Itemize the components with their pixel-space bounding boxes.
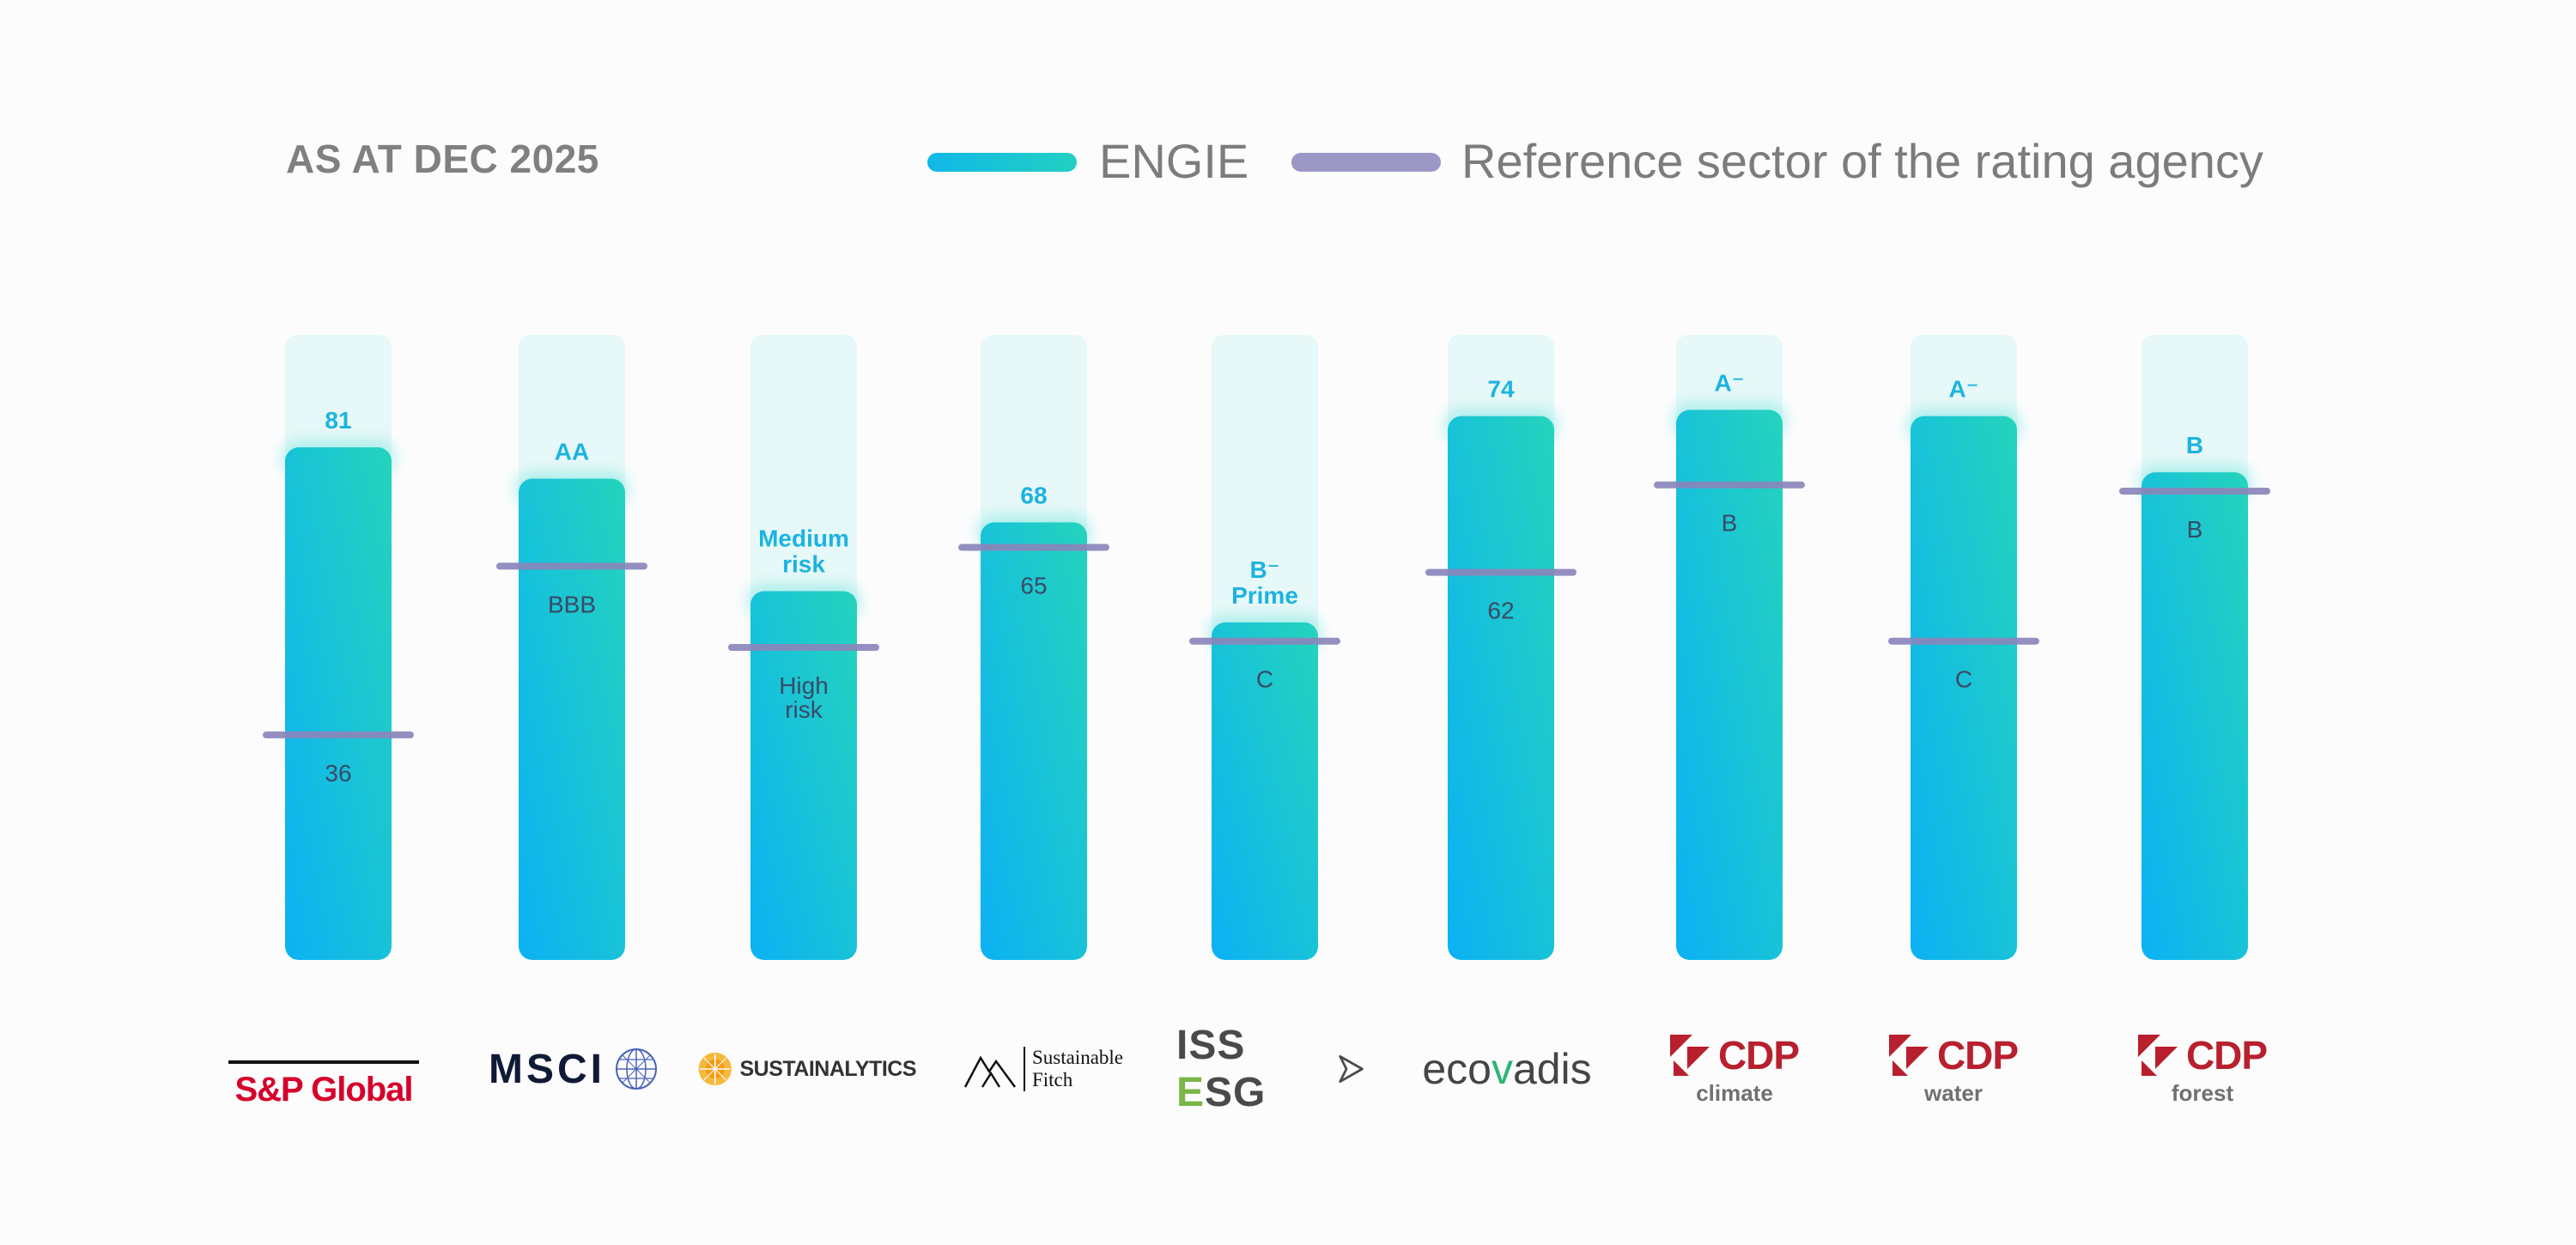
reference-label-cdp-water: C (1955, 666, 1972, 693)
engie-label-sustainalytics-2: risk (782, 550, 825, 577)
engie-label-sustainalytics-1: Medium (758, 525, 849, 551)
bar-engie-cdp-forest (2142, 472, 2248, 960)
reference-marker-sustainalytics (728, 644, 879, 651)
bar-engie-ecovadis (1448, 416, 1554, 960)
engie-label-msci: AA (555, 438, 589, 465)
reference-label-cdp-climate: B (1722, 510, 1738, 537)
cdp-triangles-icon (2137, 1034, 2178, 1076)
logo-sustainalytics: SUSTAINALYTICS (697, 1030, 916, 1108)
engie-label-ecovadis: 74 (1487, 376, 1515, 403)
iss-esg-text-c: SG (1205, 1070, 1267, 1115)
cdp-water-sub: water (1924, 1079, 1983, 1106)
engie-label-cdp-water: A⁻ (1949, 376, 1979, 403)
bar-engie-sustainable-fitch (981, 522, 1087, 960)
cdp-triangles-icon (1669, 1034, 1710, 1076)
fitch-text: Sustainable Fitch (1023, 1047, 1124, 1091)
logo-sp-global: S&P Global (225, 1046, 422, 1123)
engie-label-s-p-global: 81 (325, 407, 351, 434)
logo-iss-esg: ISS ESG (1176, 1023, 1365, 1115)
logo-sustainable-fitch: Sustainable Fitch (953, 1030, 1133, 1108)
cdp-water-text: CDP (1936, 1032, 2019, 1078)
globe-icon (616, 1048, 657, 1090)
bar-engie-msci (519, 478, 625, 960)
chart-title: AS AT DEC 2025 (286, 137, 599, 181)
sp-global-text: S&P Global (234, 1070, 413, 1108)
ecovadis-text-b: v (1491, 1045, 1513, 1093)
fitch-line-2: Fitch (1031, 1069, 1073, 1090)
bar-engie-s-p-global (285, 447, 392, 960)
bar-engie-iss-esg (1212, 622, 1318, 960)
reference-marker-iss-esg (1189, 637, 1340, 645)
cdp-forest-text: CDP (2185, 1032, 2268, 1078)
reference-label-sustainalytics-2: risk (785, 696, 823, 723)
mountain-icon (963, 1055, 1016, 1088)
arrow-play-icon (1339, 1054, 1364, 1084)
reference-marker-s-p-global (263, 731, 414, 738)
fitch-line-1: Sustainable (1031, 1047, 1124, 1068)
reference-label-sustainalytics-1: High (779, 672, 829, 699)
reference-marker-ecovadis (1425, 568, 1577, 576)
logo-cdp-forest: CDP forest (2121, 1030, 2284, 1108)
cdp-climate-text: CDP (1717, 1032, 1800, 1078)
cdp-triangles-icon (1888, 1034, 1929, 1076)
ecovadis-text-a: eco (1422, 1045, 1492, 1093)
msci-text: MSCI (489, 1046, 605, 1092)
engie-label-cdp-climate: A⁻ (1715, 369, 1745, 396)
sun-icon (698, 1052, 732, 1086)
reference-marker-msci (496, 562, 647, 570)
reference-marker-cdp-forest (2119, 488, 2270, 495)
reference-label-ecovadis: 62 (1487, 598, 1514, 624)
reference-label-sustainable-fitch: 65 (1020, 573, 1047, 599)
logo-ecovadis: ecovadis (1404, 1030, 1610, 1108)
reference-label-iss-esg: C (1256, 666, 1273, 693)
reference-label-cdp-forest: B (2187, 516, 2203, 543)
legend-engie-swatch (927, 153, 1077, 172)
iss-esg-text: ISS ESG (1176, 1022, 1334, 1116)
cdp-climate-sub: climate (1696, 1079, 1773, 1106)
iss-esg-text-b: E (1176, 1070, 1206, 1115)
logo-msci: MSCI (488, 1030, 659, 1108)
engie-label-cdp-forest: B (2186, 432, 2203, 459)
logo-cdp-climate: CDP climate (1653, 1030, 1816, 1108)
reference-marker-sustainable-fitch (958, 544, 1109, 551)
reference-label-msci: BBB (548, 591, 596, 617)
reference-label-s-p-global: 36 (325, 760, 351, 786)
reference-marker-cdp-water (1888, 637, 2039, 645)
reference-marker-cdp-climate (1654, 481, 1805, 489)
logo-cdp-water: CDP water (1872, 1030, 2035, 1108)
cdp-forest-sub: forest (2171, 1079, 2234, 1106)
ecovadis-text: ecovadis (1422, 1044, 1591, 1094)
bar-engie-cdp-climate (1676, 410, 1783, 960)
iss-esg-text-a: ISS (1176, 1023, 1246, 1068)
bar-engie-sustainalytics (750, 591, 857, 960)
sp-global-rule (228, 1060, 419, 1064)
legend-engie-label: ENGIE (1099, 134, 1249, 188)
legend-reference-swatch (1291, 153, 1441, 172)
sustainalytics-text: SUSTAINALYTICS (739, 1056, 916, 1081)
ecovadis-text-c: adis (1512, 1045, 1592, 1093)
legend-reference-label: Reference sector of the rating agency (1461, 134, 2263, 188)
bar-engie-cdp-water (1911, 416, 2017, 960)
engie-label-iss-esg-1: B⁻ (1250, 556, 1280, 583)
engie-label-sustainable-fitch: 68 (1020, 482, 1047, 508)
engie-label-iss-esg-2: Prime (1231, 582, 1298, 609)
